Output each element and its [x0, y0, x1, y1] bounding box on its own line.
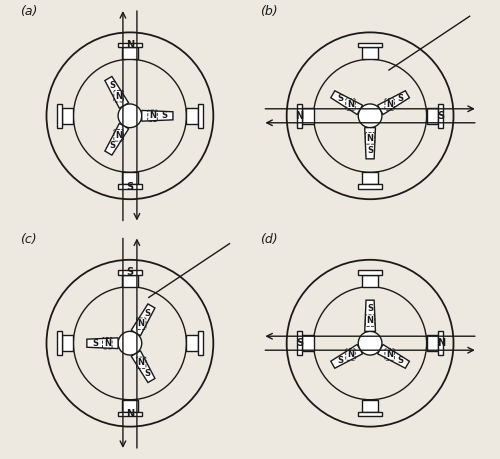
Polygon shape: [142, 111, 173, 121]
Text: (a): (a): [20, 6, 37, 18]
Bar: [118, 270, 142, 275]
Polygon shape: [364, 128, 376, 159]
Bar: [362, 47, 378, 59]
Text: S: S: [367, 146, 373, 155]
Text: S: S: [110, 81, 116, 90]
Bar: [362, 275, 378, 287]
Polygon shape: [364, 300, 376, 331]
Text: S: S: [162, 111, 168, 120]
Bar: [438, 104, 444, 128]
Bar: [122, 172, 138, 184]
Bar: [186, 335, 198, 351]
Polygon shape: [131, 351, 155, 382]
Text: N: N: [437, 338, 445, 348]
Polygon shape: [331, 344, 362, 368]
Text: N: N: [115, 92, 122, 101]
Bar: [122, 47, 138, 59]
Text: (d): (d): [260, 233, 278, 246]
Bar: [56, 104, 62, 128]
Text: S: S: [397, 94, 403, 103]
Polygon shape: [378, 91, 410, 115]
Text: N: N: [366, 134, 374, 143]
Text: N: N: [149, 111, 156, 120]
Text: S: S: [397, 356, 403, 365]
Text: N: N: [138, 319, 144, 328]
Text: S: S: [110, 141, 116, 150]
Text: S: S: [144, 369, 150, 378]
Bar: [297, 104, 302, 128]
Text: N: N: [347, 100, 354, 109]
Bar: [302, 108, 314, 124]
Bar: [358, 184, 382, 189]
Text: (b): (b): [260, 6, 278, 18]
Text: N: N: [138, 358, 144, 367]
Bar: [358, 43, 382, 47]
Bar: [198, 331, 203, 355]
Text: N: N: [366, 316, 374, 325]
Circle shape: [358, 104, 382, 128]
Polygon shape: [331, 91, 362, 115]
Bar: [198, 104, 203, 128]
Circle shape: [358, 331, 382, 355]
Text: S: S: [338, 94, 344, 103]
Bar: [122, 400, 138, 412]
Polygon shape: [105, 123, 128, 155]
Bar: [122, 275, 138, 287]
Text: (c): (c): [20, 233, 36, 246]
Bar: [358, 270, 382, 275]
Bar: [362, 172, 378, 184]
Bar: [426, 108, 438, 124]
Text: S: S: [296, 338, 303, 348]
Bar: [56, 331, 62, 355]
Text: S: S: [367, 304, 373, 313]
Bar: [186, 108, 198, 124]
Bar: [118, 184, 142, 189]
Text: N: N: [126, 409, 134, 419]
Text: S: S: [126, 182, 134, 191]
Bar: [62, 335, 74, 351]
Text: N: N: [347, 350, 354, 359]
Polygon shape: [105, 77, 128, 108]
Text: N: N: [296, 111, 304, 121]
Bar: [118, 43, 142, 47]
Circle shape: [118, 331, 142, 355]
Text: S: S: [144, 309, 150, 318]
Text: N: N: [386, 100, 393, 109]
Polygon shape: [87, 338, 118, 348]
Text: S: S: [92, 339, 98, 348]
Bar: [362, 400, 378, 412]
Text: N: N: [126, 40, 134, 50]
Text: N: N: [386, 350, 393, 359]
Bar: [438, 331, 444, 355]
Polygon shape: [378, 344, 410, 368]
Bar: [358, 412, 382, 416]
Bar: [426, 335, 438, 351]
Bar: [118, 412, 142, 416]
Text: N: N: [115, 131, 122, 140]
Polygon shape: [131, 304, 155, 336]
Text: S: S: [438, 111, 444, 121]
Text: S: S: [338, 356, 344, 365]
Bar: [302, 335, 314, 351]
Bar: [297, 331, 302, 355]
Bar: [62, 108, 74, 124]
Text: S: S: [126, 268, 134, 277]
Circle shape: [118, 104, 142, 128]
Text: N: N: [104, 339, 111, 348]
